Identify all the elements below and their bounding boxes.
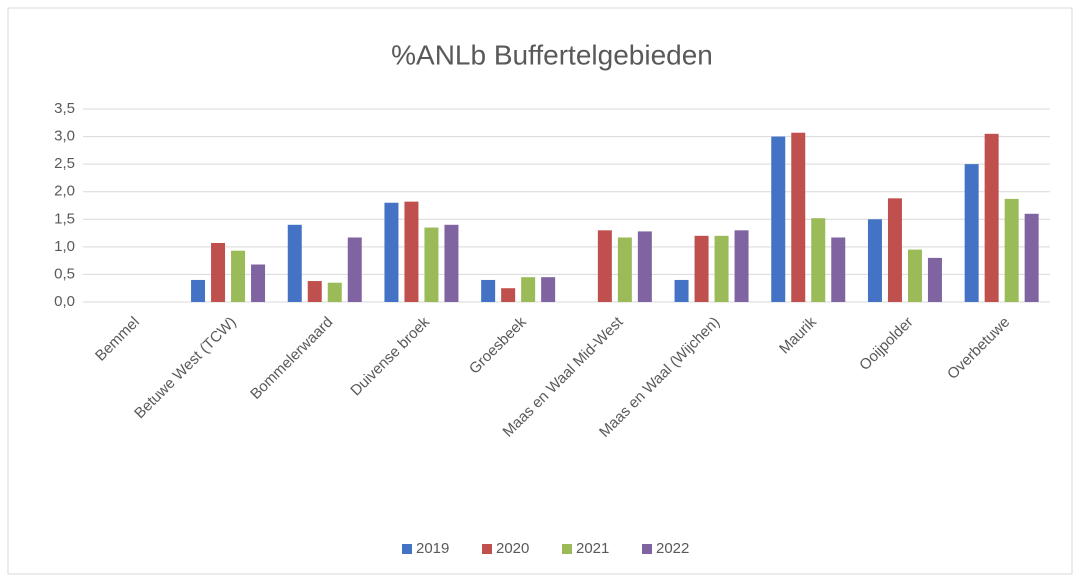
bar <box>501 288 516 302</box>
bar <box>984 133 999 302</box>
y-tick-label: 2,5 <box>54 155 75 172</box>
legend-label: 2022 <box>656 540 689 557</box>
bar <box>287 224 302 302</box>
y-tick-label: 3,0 <box>54 128 75 145</box>
bar <box>404 201 419 302</box>
bar <box>347 237 362 302</box>
legend-label: 2021 <box>576 540 609 557</box>
legend-swatch <box>562 544 572 554</box>
bar <box>211 242 226 302</box>
bar <box>1024 213 1039 302</box>
bar <box>327 282 342 302</box>
bar <box>694 235 709 302</box>
y-tick-label: 0,5 <box>54 265 75 282</box>
chart-title: %ANLb Buffertelgebieden <box>391 39 713 70</box>
legend-label: 2020 <box>496 540 529 557</box>
bar <box>927 257 942 302</box>
bar <box>811 218 826 302</box>
bar <box>887 198 902 302</box>
bar <box>867 219 882 302</box>
bar <box>191 279 206 302</box>
y-tick-label: 0,0 <box>54 293 75 310</box>
bar <box>1004 198 1019 302</box>
bar <box>617 237 632 302</box>
y-tick-label: 3,5 <box>54 100 75 117</box>
bar <box>771 136 786 302</box>
bar <box>521 277 536 302</box>
bar <box>251 264 266 302</box>
bar <box>384 202 399 302</box>
bar <box>831 237 846 302</box>
bar <box>424 227 439 302</box>
legend-swatch <box>482 544 492 554</box>
bar <box>541 277 556 302</box>
bar <box>674 279 689 302</box>
bar <box>637 231 652 302</box>
bar <box>964 164 979 302</box>
y-tick-label: 2,0 <box>54 183 75 200</box>
bar <box>231 250 246 302</box>
bar <box>597 230 612 302</box>
legend-label: 2019 <box>416 540 449 557</box>
bar <box>734 230 749 302</box>
bar <box>444 224 459 302</box>
bar <box>307 281 322 302</box>
bar <box>907 249 922 302</box>
y-tick-label: 1,5 <box>54 210 75 227</box>
legend-swatch <box>642 544 652 554</box>
y-tick-label: 1,0 <box>54 238 75 255</box>
bar <box>481 279 496 302</box>
legend-swatch <box>402 544 412 554</box>
bar <box>791 132 806 302</box>
bar <box>714 235 729 302</box>
